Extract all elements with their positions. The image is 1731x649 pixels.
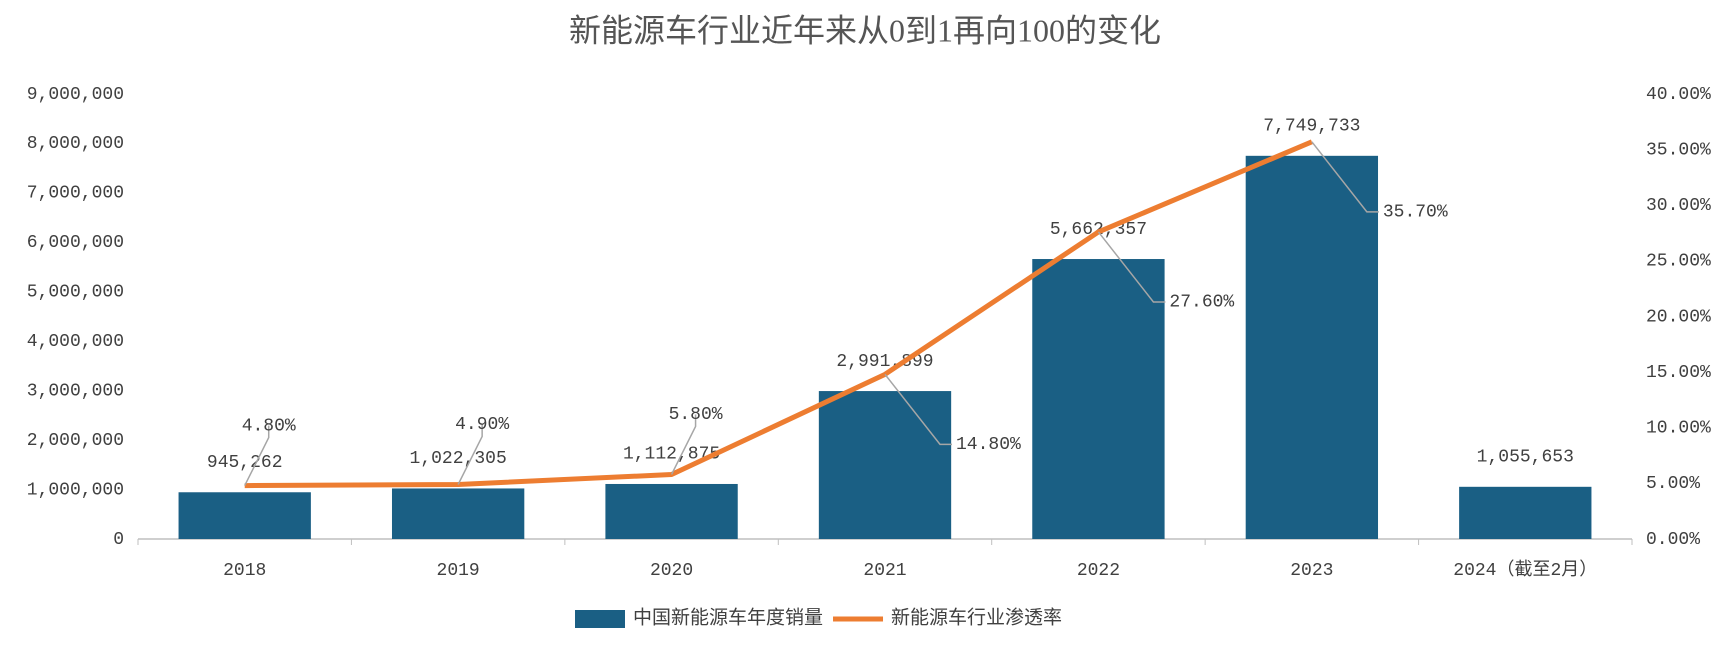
leader-line xyxy=(1311,141,1379,213)
y-tick-label: 6,000,000 xyxy=(27,233,124,253)
legend-swatch xyxy=(575,610,625,628)
line xyxy=(244,139,1313,489)
line-value-label: 35.70% xyxy=(1383,203,1448,223)
y2-tick-label: 0.00% xyxy=(1646,530,1700,550)
y-tick-label: 2,000,000 xyxy=(27,431,124,451)
y2-tick-label: 5.00% xyxy=(1646,474,1700,494)
leader-line xyxy=(884,373,952,446)
bar xyxy=(605,483,738,539)
bar xyxy=(178,492,311,539)
y-tick-label: 9,000,000 xyxy=(27,85,124,105)
y2-tick-label: 30.00% xyxy=(1646,196,1711,216)
legend-label: 中国新能源车年度销量 xyxy=(633,606,823,628)
bar xyxy=(818,391,952,539)
leader-line xyxy=(457,424,483,485)
bar xyxy=(1459,486,1592,539)
bar-value-label: 1,022,305 xyxy=(410,449,507,469)
line-value-label: 4.80% xyxy=(242,416,296,436)
y2-tick-label: 15.00% xyxy=(1646,363,1711,383)
y-tick-label: 4,000,000 xyxy=(27,332,124,352)
bar-value-label: 2,991,899 xyxy=(836,352,933,372)
bar xyxy=(391,488,525,539)
line-value-label: 5.80% xyxy=(669,405,723,425)
bar-value-label: 945,262 xyxy=(207,453,283,473)
chart-title: 新能源车行业近年来从0到1再向100的变化 xyxy=(569,12,1161,48)
y2-tick-label: 25.00% xyxy=(1646,252,1711,272)
legend-label: 新能源车行业渗透率 xyxy=(891,606,1062,628)
y2-tick-label: 35.00% xyxy=(1646,140,1711,160)
bar xyxy=(1245,155,1379,539)
y-tick-label: 7,000,000 xyxy=(27,184,124,204)
bar xyxy=(1032,259,1165,539)
y-tick-label: 1,000,000 xyxy=(27,480,124,500)
line-value-label: 27.60% xyxy=(1169,293,1234,313)
leader-line xyxy=(670,414,697,475)
x-tick-label: 2020 xyxy=(650,561,693,581)
x-tick-label: 2022 xyxy=(1077,561,1120,581)
y2-tick-label: 40.00% xyxy=(1646,85,1711,105)
leader-line xyxy=(1097,231,1166,303)
y-tick-label: 5,000,000 xyxy=(27,283,124,303)
x-tick-label: 2018 xyxy=(223,561,266,581)
x-tick-label: 2023 xyxy=(1290,561,1333,581)
x-tick-label: 2024（截至2月） xyxy=(1453,559,1597,581)
line-value-label: 14.80% xyxy=(956,435,1021,455)
line-value-label: 4.90% xyxy=(455,415,509,435)
bar-value-label: 7,749,733 xyxy=(1263,117,1360,137)
bar-value-label: 1,055,653 xyxy=(1477,448,1574,468)
y-tick-label: 8,000,000 xyxy=(27,134,124,154)
y2-tick-label: 10.00% xyxy=(1646,419,1711,439)
x-tick-label: 2019 xyxy=(437,561,480,581)
y-tick-label: 0 xyxy=(113,530,124,550)
y2-tick-label: 20.00% xyxy=(1646,307,1711,327)
leader-line xyxy=(244,425,270,486)
bar-value-label: 1,112,875 xyxy=(623,445,720,465)
x-tick-label: 2021 xyxy=(863,561,906,581)
y-tick-label: 3,000,000 xyxy=(27,381,124,401)
